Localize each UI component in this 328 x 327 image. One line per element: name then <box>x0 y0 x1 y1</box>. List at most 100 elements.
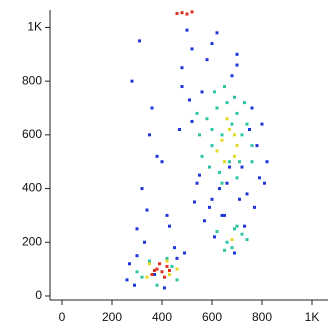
y-tick-label: 400 <box>22 181 42 195</box>
point <box>133 283 136 287</box>
point <box>215 31 219 35</box>
point <box>265 160 269 164</box>
point <box>245 122 249 126</box>
point <box>160 160 164 164</box>
x-tick-label: 600 <box>202 310 222 324</box>
point <box>225 181 229 185</box>
point <box>230 122 234 126</box>
point <box>180 11 184 15</box>
point <box>145 208 149 212</box>
point <box>228 127 231 131</box>
point <box>230 74 234 78</box>
point <box>148 133 151 137</box>
point <box>165 256 169 260</box>
point <box>245 238 249 242</box>
point <box>208 165 211 169</box>
y-tick-label: 0 <box>35 288 42 302</box>
point <box>235 224 239 228</box>
point <box>203 219 206 223</box>
point <box>258 176 261 180</box>
point <box>238 160 241 164</box>
point <box>175 278 179 282</box>
point <box>165 264 169 268</box>
point <box>195 111 199 115</box>
point <box>213 235 216 239</box>
point <box>233 95 236 99</box>
point <box>243 224 246 228</box>
point <box>168 268 171 272</box>
point <box>235 111 239 115</box>
point <box>190 10 194 14</box>
point <box>225 101 229 105</box>
point <box>130 79 134 83</box>
point <box>153 272 156 276</box>
point <box>168 224 171 228</box>
point <box>175 267 179 271</box>
point <box>235 52 239 56</box>
point <box>245 192 249 196</box>
x-tick-label: 0 <box>59 310 66 324</box>
point <box>155 154 159 158</box>
point <box>228 165 231 169</box>
point <box>250 144 254 148</box>
point <box>190 119 194 123</box>
point <box>250 160 254 164</box>
point <box>233 227 236 231</box>
point <box>145 275 149 279</box>
point <box>155 267 159 271</box>
point <box>180 85 184 89</box>
point <box>220 213 224 217</box>
point <box>225 117 229 121</box>
point <box>215 230 219 234</box>
point <box>248 127 251 131</box>
point <box>185 28 189 32</box>
point <box>238 197 241 201</box>
point <box>195 181 199 185</box>
point <box>223 248 226 252</box>
point <box>233 133 236 137</box>
point <box>175 256 179 260</box>
point <box>140 187 144 191</box>
y-tick-label: 800 <box>22 73 42 87</box>
point <box>210 42 214 46</box>
point <box>163 275 166 279</box>
point <box>208 205 211 209</box>
point <box>223 85 226 89</box>
point <box>200 90 204 94</box>
point <box>178 127 181 131</box>
point <box>183 251 186 255</box>
point <box>205 58 209 62</box>
point <box>215 106 219 110</box>
point <box>158 262 161 266</box>
point <box>255 144 259 148</box>
x-tick-label: 1K <box>305 310 320 324</box>
point <box>150 272 154 276</box>
point <box>148 262 151 266</box>
point <box>240 232 244 236</box>
point <box>233 154 236 158</box>
point <box>210 144 214 148</box>
point <box>253 205 256 209</box>
point <box>148 259 151 263</box>
point <box>140 275 144 279</box>
point <box>250 106 254 110</box>
point <box>153 268 156 272</box>
point <box>180 66 184 70</box>
point <box>165 259 169 263</box>
point <box>175 11 179 15</box>
point <box>220 181 224 185</box>
point <box>230 246 234 250</box>
point <box>205 117 209 121</box>
point <box>135 270 139 274</box>
point <box>240 133 244 137</box>
y-tick-label: 600 <box>22 127 42 141</box>
point <box>138 39 141 43</box>
point <box>165 213 169 217</box>
point <box>210 197 214 201</box>
point <box>170 264 174 268</box>
point <box>243 101 246 105</box>
point <box>188 98 191 102</box>
point <box>135 254 139 258</box>
point <box>200 154 204 158</box>
point <box>220 133 224 137</box>
